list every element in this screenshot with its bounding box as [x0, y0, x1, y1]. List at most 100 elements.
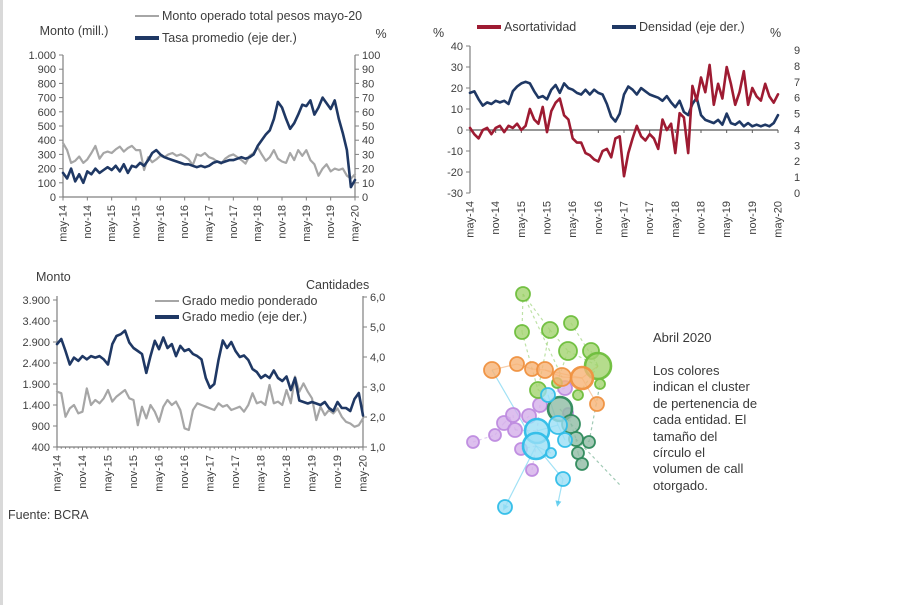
svg-text:90: 90: [362, 64, 374, 76]
svg-text:0: 0: [794, 188, 800, 200]
right-axis-unit: %: [770, 26, 782, 40]
svg-text:200: 200: [38, 164, 56, 176]
legend-line-navy: [155, 315, 179, 319]
legend-label: Monto operado total pesos mayo-20: [162, 9, 363, 23]
svg-text:0: 0: [50, 192, 56, 204]
svg-text:2,0: 2,0: [370, 412, 385, 424]
svg-text:may-14: may-14: [465, 201, 477, 238]
svg-text:3.900: 3.900: [22, 295, 50, 307]
legend-tasa: Tasa promedio (eje der.): [135, 31, 297, 45]
svg-text:may-17: may-17: [619, 201, 631, 238]
network-node-green: [541, 321, 559, 339]
svg-text:nov-15: nov-15: [131, 205, 143, 239]
svg-text:may-18: may-18: [670, 201, 682, 238]
svg-text:9: 9: [794, 45, 800, 57]
svg-text:100: 100: [362, 50, 380, 62]
svg-text:nov-17: nov-17: [644, 201, 656, 235]
svg-text:6: 6: [794, 93, 800, 105]
legend-grado-ponderado: Grado medio ponderado: [155, 294, 318, 308]
svg-text:may-16: may-16: [567, 201, 579, 238]
svg-text:80: 80: [362, 78, 374, 90]
svg-text:may-15: may-15: [106, 205, 118, 242]
svg-text:60: 60: [362, 107, 374, 119]
svg-text:nov-18: nov-18: [281, 455, 293, 489]
svg-text:300: 300: [38, 149, 56, 161]
network-node-green: [514, 324, 530, 340]
svg-text:500: 500: [38, 121, 56, 133]
left-axis-title: Monto (mill.): [39, 24, 109, 38]
svg-text:3,0: 3,0: [370, 382, 385, 394]
svg-text:900: 900: [38, 64, 56, 76]
network-node-teal: [582, 435, 596, 449]
window-edge: [0, 0, 3, 605]
svg-text:4,0: 4,0: [370, 352, 385, 364]
network-node-green: [558, 341, 578, 361]
svg-text:4: 4: [794, 124, 800, 136]
series-right: [55, 329, 365, 417]
network-node-teal: [575, 457, 589, 471]
network-node-purple: [466, 435, 480, 449]
svg-text:10: 10: [451, 104, 463, 116]
svg-text:10: 10: [362, 178, 374, 190]
svg-text:nov-16: nov-16: [179, 455, 191, 489]
network-node-orange: [483, 361, 501, 379]
svg-text:800: 800: [38, 78, 56, 90]
svg-text:-10: -10: [447, 146, 463, 158]
svg-text:may-20: may-20: [350, 205, 362, 242]
svg-text:nov-15: nov-15: [128, 455, 140, 489]
svg-text:30: 30: [362, 149, 374, 161]
network-node-cyan: [555, 471, 571, 487]
svg-text:may-19: may-19: [721, 201, 733, 238]
svg-text:50: 50: [362, 121, 374, 133]
svg-text:2.400: 2.400: [22, 358, 50, 370]
svg-text:may-17: may-17: [205, 455, 217, 492]
legend-asortatividad: Asortatividad: [477, 20, 576, 34]
network-node-green: [572, 389, 584, 401]
legend-label: Densidad (eje der.): [639, 20, 745, 34]
series-left: [61, 141, 357, 180]
svg-text:nov-17: nov-17: [230, 455, 242, 489]
network-edge: [575, 438, 621, 486]
svg-text:may-18: may-18: [256, 455, 268, 492]
network-node-cyan: [548, 415, 568, 435]
svg-text:30: 30: [451, 62, 463, 74]
series-left: [468, 63, 780, 178]
network-node-green: [594, 378, 606, 390]
svg-text:may-16: may-16: [154, 455, 166, 492]
svg-text:1.000: 1.000: [28, 50, 56, 62]
svg-text:400: 400: [38, 135, 56, 147]
network-node-orange: [509, 356, 525, 372]
svg-text:1.400: 1.400: [22, 400, 50, 412]
network-node-orange: [569, 365, 595, 391]
network-node-purple: [505, 407, 521, 423]
svg-text:may-19: may-19: [301, 205, 313, 242]
edge-arrowhead: [555, 500, 562, 507]
panel-grado-medio: 3.900 3.400 2.900 2.400 1.900 1.400 900 400 6,0 5…: [0, 270, 410, 540]
right-axis-unit: %: [375, 27, 387, 41]
legend-line-navy: [135, 36, 159, 40]
legend-label: Grado medio (eje der.): [182, 310, 308, 324]
network-graph: [466, 286, 621, 515]
svg-text:may-16: may-16: [155, 205, 167, 242]
left-axis-unit: %: [433, 26, 445, 40]
svg-text:nov-19: nov-19: [332, 455, 344, 489]
network-node-purple: [525, 463, 539, 477]
svg-text:6,0: 6,0: [370, 292, 385, 304]
svg-text:5: 5: [794, 109, 800, 121]
network-node-cyan: [557, 432, 573, 448]
legend-grado-medio: Grado medio (eje der.): [155, 310, 307, 324]
network-node-cyan: [545, 447, 557, 459]
legend-line-red: [477, 25, 501, 29]
svg-text:may-14: may-14: [52, 455, 64, 492]
network-node-green: [563, 315, 579, 331]
svg-text:700: 700: [38, 93, 56, 105]
svg-text:-30: -30: [447, 188, 463, 200]
legend-label: Grado medio ponderado: [182, 294, 318, 308]
panel-monto-tasa: 1.000 900 800 700 600 500 400 300 200 100 0 100 90 80…: [0, 0, 410, 262]
panel-asortatividad: 40 30 20 10 0 -10 -20 -30 9 8 7 6 5 4 3 2 1 0 may-14 nov-14…: [420, 0, 907, 262]
svg-text:nov-16: nov-16: [179, 205, 191, 239]
network-node-cyan: [540, 387, 556, 403]
svg-text:400: 400: [32, 442, 50, 454]
legend-monto: Monto operado total pesos mayo-20: [135, 9, 362, 23]
